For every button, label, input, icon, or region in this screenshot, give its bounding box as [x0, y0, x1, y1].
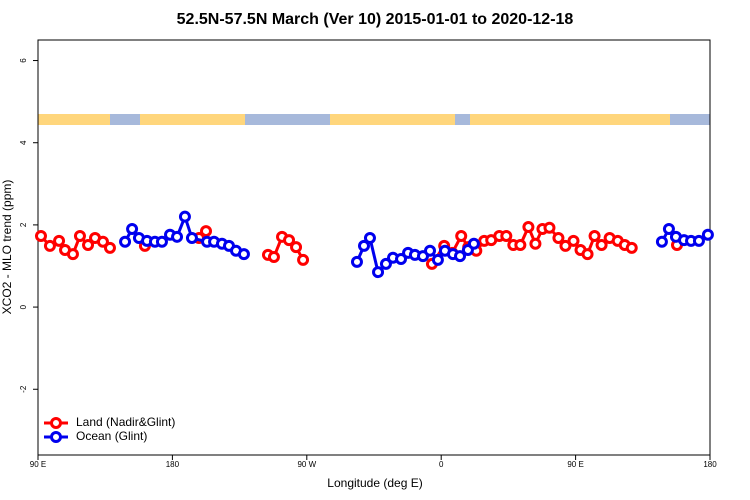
strip-land — [38, 114, 110, 125]
data-point — [297, 253, 310, 266]
legend-marker — [50, 431, 62, 443]
data-point — [363, 232, 376, 245]
surface-strip — [38, 114, 710, 125]
data-point — [283, 234, 296, 247]
data-point — [514, 239, 527, 252]
x-axis-label: Longitude (deg E) — [327, 476, 422, 490]
data-point — [53, 234, 66, 247]
data-point — [372, 266, 385, 279]
data-point — [171, 230, 184, 243]
y-tick-label: -2 — [19, 385, 28, 393]
data-point — [34, 229, 47, 242]
data-point — [237, 248, 250, 261]
data-point — [178, 210, 191, 223]
data-point — [552, 232, 565, 245]
data-point — [96, 235, 109, 248]
data-point — [82, 239, 95, 252]
data-point — [43, 239, 56, 252]
legend-marker — [50, 417, 62, 429]
data-point — [559, 239, 572, 252]
data-point — [588, 229, 601, 242]
data-point — [662, 223, 675, 236]
x-tick-label: 90 E — [30, 460, 46, 469]
data-point — [73, 229, 86, 242]
y-tick-label: 4 — [19, 140, 28, 145]
data-point — [581, 248, 594, 261]
data-point — [103, 241, 116, 254]
x-tick-label: 180 — [703, 460, 717, 469]
data-point — [424, 244, 436, 257]
strip-land — [140, 114, 245, 125]
data-point — [701, 228, 714, 241]
data-point — [522, 220, 535, 233]
data-point — [625, 241, 638, 254]
data-point — [543, 221, 556, 234]
data-point — [567, 234, 580, 247]
data-point — [529, 237, 542, 250]
legend-label: Ocean (Glint) — [76, 429, 147, 443]
data-point — [200, 225, 212, 238]
data-point — [66, 248, 79, 261]
plot-frame — [37, 39, 711, 456]
data-point — [126, 223, 139, 236]
data-point — [395, 253, 408, 266]
y-tick-label: 2 — [19, 222, 28, 227]
x-tick-label: 180 — [166, 460, 180, 469]
data-point — [379, 257, 392, 270]
data-point — [350, 255, 363, 268]
data-point — [431, 253, 444, 266]
y-tick-label: 6 — [19, 58, 28, 63]
x-tick-label: 90 W — [297, 460, 316, 469]
data-point — [455, 229, 468, 242]
x-tick-label: 0 — [439, 460, 444, 469]
data-point — [692, 234, 705, 247]
legend-label: Land (Nadir&Glint) — [76, 415, 175, 429]
y-tick-label: 0 — [19, 304, 28, 309]
data-point — [185, 232, 198, 245]
data-point — [267, 250, 280, 263]
strip-land — [330, 114, 455, 125]
data-point — [595, 239, 608, 252]
x-tick-label: 90 E — [567, 460, 583, 469]
chart-title: 52.5N-57.5N March (Ver 10) 2015-01-01 to… — [177, 11, 574, 28]
data-point — [155, 235, 168, 248]
data-point — [655, 235, 668, 248]
data-point — [500, 229, 513, 242]
data-point — [357, 239, 370, 252]
data-point — [119, 235, 132, 248]
data-point — [290, 241, 303, 254]
data-point — [454, 250, 467, 263]
data-point — [467, 237, 480, 250]
strip-land — [470, 114, 670, 125]
y-axis-label: XCO2 - MLO trend (ppm) — [0, 180, 14, 315]
